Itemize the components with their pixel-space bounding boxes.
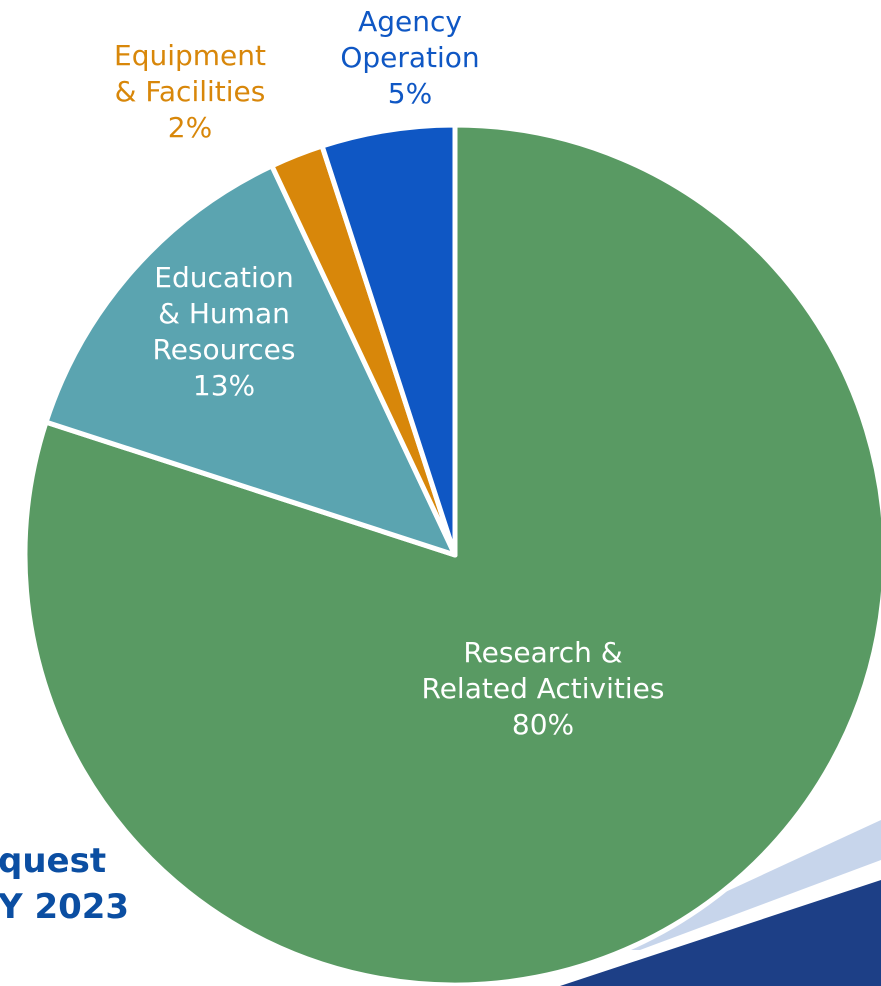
slice-value-label: 80%	[512, 708, 574, 741]
slice-label: Equipment& Facilities	[114, 39, 266, 108]
slice-value-label: 13%	[193, 369, 255, 402]
slice-value-label: 2%	[168, 111, 212, 144]
annotation: quest	[0, 841, 106, 881]
slices	[25, 125, 881, 985]
chart: quest Y 2023 Research &Related Activitie…	[0, 0, 881, 986]
annotation: Y 2023	[0, 887, 129, 927]
slice-value-label: 5%	[388, 77, 432, 110]
